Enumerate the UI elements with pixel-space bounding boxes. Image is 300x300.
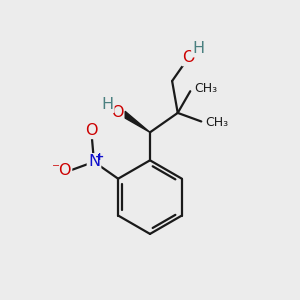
Text: H: H [192, 41, 205, 56]
Text: H: H [101, 97, 113, 112]
Text: O: O [111, 105, 123, 120]
Polygon shape [122, 111, 150, 132]
Text: CH₃: CH₃ [194, 82, 217, 95]
Text: O: O [182, 50, 195, 65]
Text: N: N [88, 154, 100, 169]
Text: +: + [94, 152, 103, 161]
Text: O: O [58, 163, 71, 178]
Text: ⁻: ⁻ [52, 161, 60, 176]
Text: CH₃: CH₃ [205, 116, 228, 129]
Text: O: O [85, 123, 97, 138]
